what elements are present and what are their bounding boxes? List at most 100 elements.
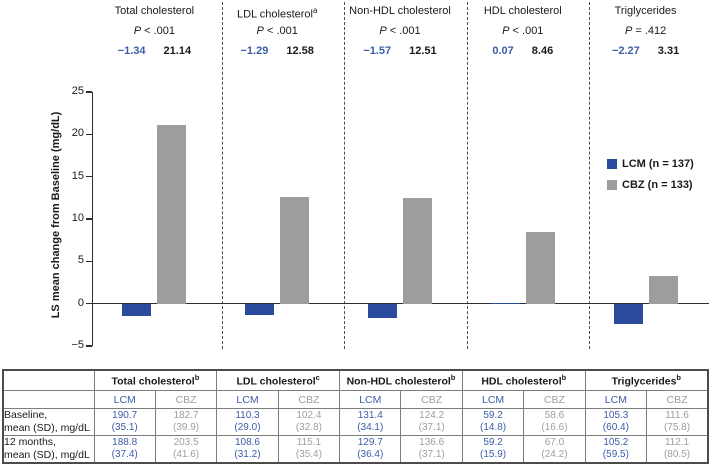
y-axis-tick-label: 25 xyxy=(71,85,84,97)
table-group-header: Total cholesterolb xyxy=(93,369,218,391)
annotation-category-title: LDL cholesterola xyxy=(236,6,318,21)
annotation-group: Triglycerides P = .412 −2.27 3.31 xyxy=(584,2,707,62)
dashed-separator-line xyxy=(221,2,223,349)
annotation-values: −1.57 12.51 xyxy=(339,42,462,62)
annotation-category-title: Triglycerides xyxy=(614,5,677,17)
table-subheader-row: LCM CBZ LCM CBZ LCM CBZ LCM CBZ LCM CBZ xyxy=(2,390,709,409)
annotation-p-value: P < .001 xyxy=(379,25,421,37)
cbz-value-cell: 112.1 (80.5) xyxy=(646,435,709,464)
cbz-value-cell: 58.6 (16.6) xyxy=(523,408,586,436)
lcm-change-value: −1.34 xyxy=(117,45,146,57)
legend-item: CBZ (n = 133) xyxy=(607,174,694,195)
lcm-value-cell: 110.3 (29.0) xyxy=(216,408,279,436)
cbz-column-header: CBZ xyxy=(154,390,218,409)
table-row: Baseline, mean (SD), mg/dL 190.7 (35.1) 182.… xyxy=(2,408,709,436)
lcm-column-header: LCM xyxy=(339,390,402,409)
table-row: 12 months, mean (SD), mg/dL 188.8 (37.4) 203… xyxy=(2,435,709,464)
legend-label: LCM (n = 137) xyxy=(622,157,694,170)
lcm-change-value: −1.57 xyxy=(363,45,392,57)
table-group-header-row: Total cholesterolb LDL cholesterolc Non-HD… xyxy=(2,369,709,391)
y-axis-line xyxy=(91,92,93,346)
cbz-column-header: CBZ xyxy=(646,390,709,409)
cbz-value-cell: 111.6 (75.8) xyxy=(646,408,709,436)
lcm-value-cell: 190.7 (35.1) xyxy=(93,408,156,436)
cbz-value-cell: 102.4 (32.8) xyxy=(277,408,341,436)
cbz-value-cell: 203.5 (41.6) xyxy=(154,435,218,464)
table-group-header: LDL cholesterolc xyxy=(216,369,341,391)
legend-label: CBZ (n = 133) xyxy=(622,178,693,191)
cbz-column-header: CBZ xyxy=(523,390,586,409)
table-corner-cell xyxy=(2,390,95,409)
y-axis-tick xyxy=(86,218,92,220)
y-axis-tick xyxy=(86,345,92,347)
cbz-value-cell: 136.6 (37.1) xyxy=(400,435,463,464)
cbz-value-cell: 182.7 (39.9) xyxy=(154,408,218,436)
lcm-bar xyxy=(122,304,152,316)
lcm-column-header: LCM xyxy=(216,390,279,409)
y-axis-tick xyxy=(86,91,92,93)
cbz-change-value: 8.46 xyxy=(531,45,554,57)
cbz-change-value: 12.51 xyxy=(409,45,437,57)
annotation-p-value: P < .001 xyxy=(133,25,176,37)
lcm-value-cell: 188.8 (37.4) xyxy=(93,435,156,464)
lcm-column-header: LCM xyxy=(93,390,156,409)
cbz-bar xyxy=(403,197,432,304)
dashed-separator-line xyxy=(589,2,590,349)
y-axis-tick xyxy=(86,133,92,136)
y-axis-tick-label: 5 xyxy=(77,254,84,267)
lcm-value-cell: 108.6 (31.2) xyxy=(216,435,279,464)
annotation-values: 0.07 8.46 xyxy=(461,42,584,62)
lcm-bar xyxy=(245,304,275,316)
annotation-group: HDL cholesterol P < .001 0.07 8.46 xyxy=(461,2,584,62)
annotation-header-row: Total cholesterol P < .001 −1.34 21.14 LDL c… xyxy=(93,2,707,62)
y-axis-tick-label: 15 xyxy=(71,169,84,182)
lcm-column-header: LCM xyxy=(461,390,525,409)
legend-item: LCM (n = 137) xyxy=(607,153,694,174)
annotation-values: −1.29 12.58 xyxy=(216,42,339,62)
lcm-change-value: 0.07 xyxy=(492,45,514,57)
annotation-group: LDL cholesterola P < .001 −1.29 12.58 xyxy=(216,2,339,62)
lcm-bar xyxy=(490,302,520,304)
lcm-value-cell: 131.4 (34.1) xyxy=(339,408,402,436)
dashed-separator-line xyxy=(344,2,345,349)
y-axis-tick-label: 20 xyxy=(71,127,84,140)
chart-legend: LCM (n = 137) CBZ (n = 133) xyxy=(607,153,694,195)
summary-data-table: Total cholesterolb LDL cholesterolc Non-HD… xyxy=(2,369,709,464)
lcm-bar xyxy=(368,304,397,318)
lcm-value-cell: 105.3 (60.4) xyxy=(584,408,648,436)
table-corner-cell xyxy=(2,369,95,391)
cbz-column-header: CBZ xyxy=(400,390,463,409)
cbz-bar xyxy=(280,197,310,304)
annotation-group: Total cholesterol P < .001 −1.34 21.14 xyxy=(93,2,216,62)
row-label-cell: 12 months, mean (SD), mg/dL xyxy=(2,435,95,464)
cbz-bar xyxy=(648,275,678,304)
annotation-category-title: HDL cholesterol xyxy=(483,5,562,17)
cbz-change-value: 21.14 xyxy=(163,45,192,57)
y-axis-tick-label: 10 xyxy=(71,212,84,224)
dashed-separator-line xyxy=(466,2,468,349)
lcm-value-cell: 59.2 (14.8) xyxy=(461,408,525,436)
table-group-header: Triglyceridesb xyxy=(584,369,709,391)
cbz-value-cell: 115.1 (35.4) xyxy=(277,435,341,464)
annotation-values: −1.34 21.14 xyxy=(93,42,216,62)
row-label-cell: Baseline, mean (SD), mg/dL xyxy=(2,408,95,436)
lcm-change-value: −2.27 xyxy=(611,45,640,57)
annotation-p-value: P < .001 xyxy=(256,25,298,37)
x-axis-line xyxy=(91,302,709,305)
lcm-legend-swatch xyxy=(607,158,617,169)
y-axis-tick-label: 0 xyxy=(77,296,84,309)
annotation-p-value: P = .412 xyxy=(624,25,667,37)
y-axis-tick xyxy=(86,260,92,263)
annotation-group: Non-HDL cholesterol P < .001 −1.57 12.51 xyxy=(339,2,462,62)
y-axis-tick xyxy=(86,302,92,305)
cbz-value-cell: 67.0 (24.2) xyxy=(523,435,586,464)
lcm-change-value: −1.29 xyxy=(240,45,269,57)
y-axis-tick xyxy=(86,175,92,178)
lcm-bar xyxy=(613,304,643,324)
cbz-change-value: 12.58 xyxy=(286,45,314,57)
table-group-header: Non-HDL cholesterolb xyxy=(339,369,463,391)
lcm-column-header: LCM xyxy=(584,390,648,409)
cbz-change-value: 3.31 xyxy=(657,45,680,57)
cbz-column-header: CBZ xyxy=(277,390,341,409)
